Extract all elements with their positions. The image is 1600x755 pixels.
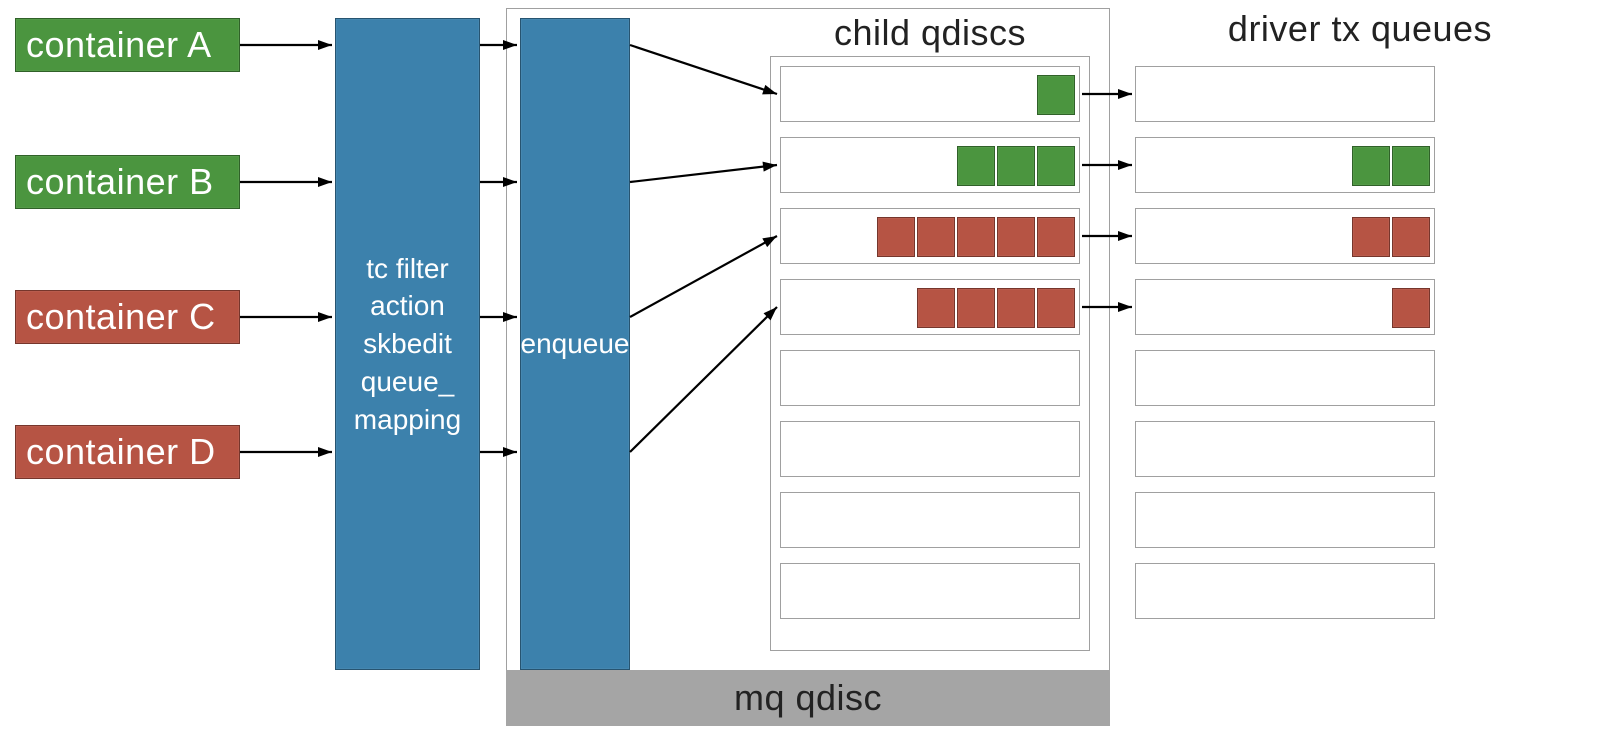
container-a: container A xyxy=(15,18,240,72)
packet xyxy=(917,217,955,257)
packet xyxy=(877,217,915,257)
driver-tx-queues-heading: driver tx queues xyxy=(1125,8,1595,50)
container-label: container A xyxy=(26,24,212,66)
child-qdisc-row xyxy=(780,421,1080,477)
tx-queue-row xyxy=(1135,137,1435,193)
child-qdisc-row xyxy=(780,137,1080,193)
packet xyxy=(957,146,995,186)
child-qdiscs-heading-text: child qdiscs xyxy=(834,12,1026,53)
packet xyxy=(1037,146,1075,186)
child-qdiscs-heading: child qdiscs xyxy=(770,12,1090,54)
packet xyxy=(997,288,1035,328)
driver-tx-queues-heading-text: driver tx queues xyxy=(1228,8,1492,49)
container-label: container B xyxy=(26,161,214,203)
packet xyxy=(1392,217,1430,257)
container-b: container B xyxy=(15,155,240,209)
tc-filter-label: tc filteractionskbeditqueue_mapping xyxy=(354,250,461,439)
tc-filter-column: tc filteractionskbeditqueue_mapping xyxy=(335,18,480,670)
packet xyxy=(1352,146,1390,186)
packet xyxy=(1392,146,1430,186)
child-qdisc-row xyxy=(780,279,1080,335)
container-label: container C xyxy=(26,296,216,338)
child-qdisc-row xyxy=(780,208,1080,264)
tx-queue-row xyxy=(1135,492,1435,548)
container-c: container C xyxy=(15,290,240,344)
child-qdisc-row xyxy=(780,563,1080,619)
mq-qdisc-label-bar: mq qdisc xyxy=(506,670,1110,726)
packet xyxy=(1037,288,1075,328)
child-qdisc-row xyxy=(780,66,1080,122)
packet xyxy=(917,288,955,328)
enqueue-column: enqueue xyxy=(520,18,630,670)
tx-queue-row xyxy=(1135,350,1435,406)
packet xyxy=(1392,288,1430,328)
tx-queue-row xyxy=(1135,208,1435,264)
packet xyxy=(957,288,995,328)
packet xyxy=(997,146,1035,186)
packet xyxy=(1037,217,1075,257)
child-qdisc-row xyxy=(780,492,1080,548)
packet xyxy=(957,217,995,257)
packet xyxy=(1037,75,1075,115)
container-label: container D xyxy=(26,431,216,473)
tx-queue-row xyxy=(1135,279,1435,335)
child-qdisc-row xyxy=(780,350,1080,406)
tx-queue-row xyxy=(1135,421,1435,477)
packet xyxy=(1352,217,1390,257)
mq-qdisc-label: mq qdisc xyxy=(734,677,882,719)
tx-queue-row xyxy=(1135,563,1435,619)
container-d: container D xyxy=(15,425,240,479)
tx-queue-row xyxy=(1135,66,1435,122)
packet xyxy=(997,217,1035,257)
enqueue-label: enqueue xyxy=(521,325,630,363)
